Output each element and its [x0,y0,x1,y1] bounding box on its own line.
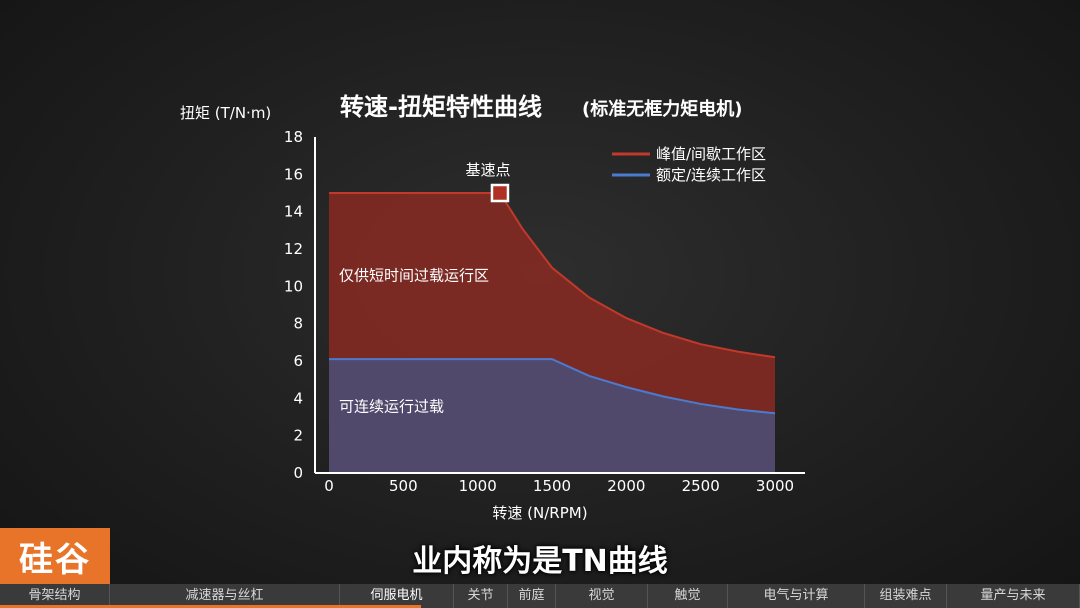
y-tick-label: 10 [284,277,303,295]
y-tick-label: 8 [293,315,303,333]
x-axis-label: 转速 (N/RPM) [492,504,587,522]
annotation-label-2: 可连续运行过载 [339,397,444,415]
y-tick-label: 0 [293,464,303,482]
y-tick-label: 16 [284,165,303,183]
x-tick-label: 3000 [756,477,794,495]
chapter-nav: 骨架结构 减速器与丝杠 伺服电机 关节 前庭 视觉 触觉 电气与计算 组装难点 量产与未来 [0,584,1080,608]
plot-area: 0 2 4 6 8 10 12 14 16 18 0 500 1000 1500 2000 2500 3000 扭… [180,93,805,522]
nav-item[interactable]: 组装难点 [865,584,947,608]
series-line-1 [329,358,776,415]
brand-logo: 硅谷 [0,528,110,584]
annotation-label-1: 仅供短时间过载运行区 [339,267,489,285]
video-subtitle: 业内称为是TN曲线 [412,544,668,579]
y-tick-label: 2 [293,427,303,445]
legend-label-1: 额定/连续工作区 [656,166,766,184]
chart-title: 转速-扭矩特性曲线 [340,93,542,121]
nav-item[interactable]: 视觉 [556,584,648,608]
x-tick-label: 500 [389,477,418,495]
x-tick-label: 1500 [533,477,571,495]
nav-item[interactable]: 减速器与丝杠 [110,584,340,608]
annotation-label-0: 基速点 [465,161,510,179]
legend-label-0: 峰值/间歇工作区 [656,145,766,163]
x-tick-label: 1000 [459,477,497,495]
y-tick-label: 14 [284,203,303,221]
y-axis-label: 扭矩 (T/N·m) [180,104,271,122]
x-tick-label: 2500 [682,477,720,495]
nav-item[interactable]: 伺服电机 [340,584,454,608]
nav-item[interactable]: 前庭 [508,584,556,608]
series-area-1 [329,359,775,473]
x-tick-label: 2000 [607,477,645,495]
y-tick-label: 18 [284,128,303,146]
chart-subtitle: (标准无框力矩电机) [582,98,742,120]
y-tick-label: 4 [293,389,303,407]
x-tick-label: 0 [324,477,334,495]
nav-item[interactable]: 骨架结构 [0,584,110,608]
logo-text: 硅谷 [19,539,91,580]
nav-item[interactable]: 量产与未来 [947,584,1080,608]
nav-item[interactable]: 关节 [454,584,508,608]
base-speed-marker [490,183,510,203]
nav-item[interactable]: 电气与计算 [728,584,865,608]
nav-item[interactable]: 触觉 [648,584,728,608]
playback-progress[interactable] [0,605,422,608]
y-tick-label: 6 [293,352,303,370]
y-tick-label: 12 [284,240,303,258]
